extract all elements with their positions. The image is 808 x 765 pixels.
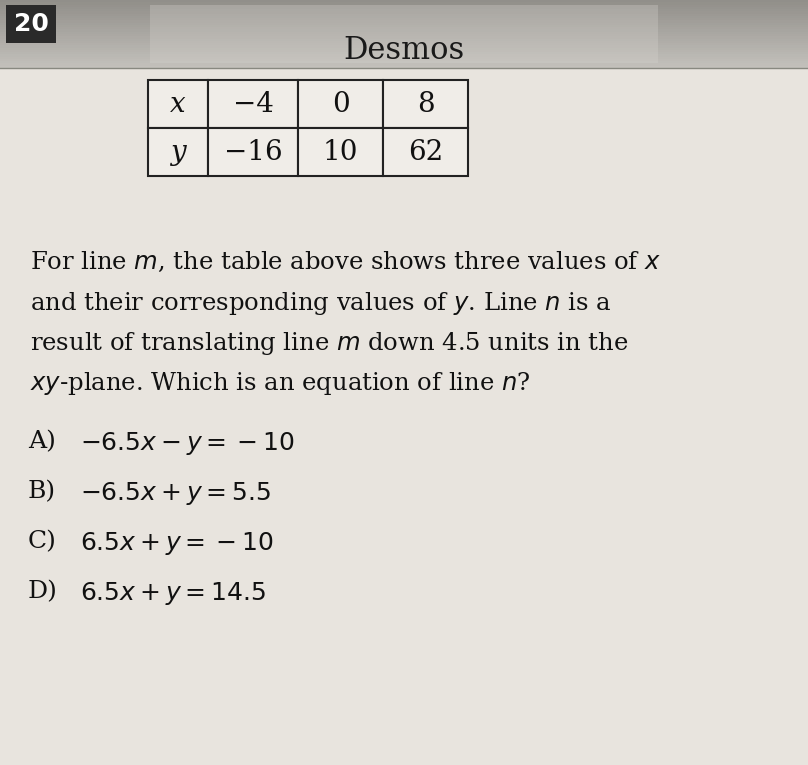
Text: B): B) [28,480,56,503]
Bar [0,21,808,24]
Bar [0,50,808,53]
Bar [0,7,808,10]
Bar [0,2,808,5]
Bar [0,31,808,35]
Bar [0,38,808,42]
Text: 20: 20 [14,12,48,36]
Bar [0,41,808,44]
Bar [0,61,808,64]
Bar [0,59,808,62]
Bar [6,5,56,43]
Text: 0: 0 [331,90,349,118]
Bar [150,5,658,63]
Text: C): C) [28,530,57,553]
Text: result of translating line $m$ down 4.5 units in the: result of translating line $m$ down 4.5 … [30,330,629,357]
Bar [0,34,808,37]
Bar [0,25,808,28]
Text: −16: −16 [224,138,282,165]
Bar [0,43,808,47]
Text: 10: 10 [322,138,358,165]
Bar [0,66,808,69]
Bar [0,28,808,31]
Bar [0,45,808,49]
Text: $6.5x + y = -10$: $6.5x + y = -10$ [80,530,274,557]
Text: D): D) [28,580,58,603]
Text: $6.5x + y = 14.5$: $6.5x + y = 14.5$ [80,580,266,607]
Bar [0,14,808,17]
Bar [383,128,468,176]
Text: x: x [170,90,186,118]
Bar [0,16,808,19]
Bar [0,30,808,33]
Bar [0,0,808,3]
Bar [0,18,808,21]
Bar [0,52,808,55]
Text: $-6.5x - y = -10$: $-6.5x - y = -10$ [80,430,295,457]
Bar [208,80,298,128]
Bar [0,36,808,40]
Text: For line $m$, the table above shows three values of $x$: For line $m$, the table above shows thre… [30,250,661,274]
Bar [0,9,808,12]
Bar [298,80,383,128]
Bar [0,63,808,67]
Bar [0,23,808,26]
Bar [383,80,468,128]
Text: 8: 8 [417,90,435,118]
Bar [208,128,298,176]
Text: and their corresponding values of $y$. Line $n$ is a: and their corresponding values of $y$. L… [30,290,612,317]
Bar [0,5,808,8]
Text: 62: 62 [408,138,443,165]
Bar [0,57,808,60]
Text: Desmos: Desmos [343,34,465,66]
Text: $-6.5x + y = 5.5$: $-6.5x + y = 5.5$ [80,480,271,507]
Text: −4: −4 [233,90,273,118]
Bar [0,11,808,15]
Bar [0,47,808,50]
Text: y: y [170,138,186,165]
Text: A): A) [28,430,56,453]
Bar [0,54,808,57]
Bar [298,128,383,176]
Text: $xy$-plane. Which is an equation of line $n$?: $xy$-plane. Which is an equation of line… [30,370,531,397]
Bar [148,128,208,176]
Bar [148,80,208,128]
